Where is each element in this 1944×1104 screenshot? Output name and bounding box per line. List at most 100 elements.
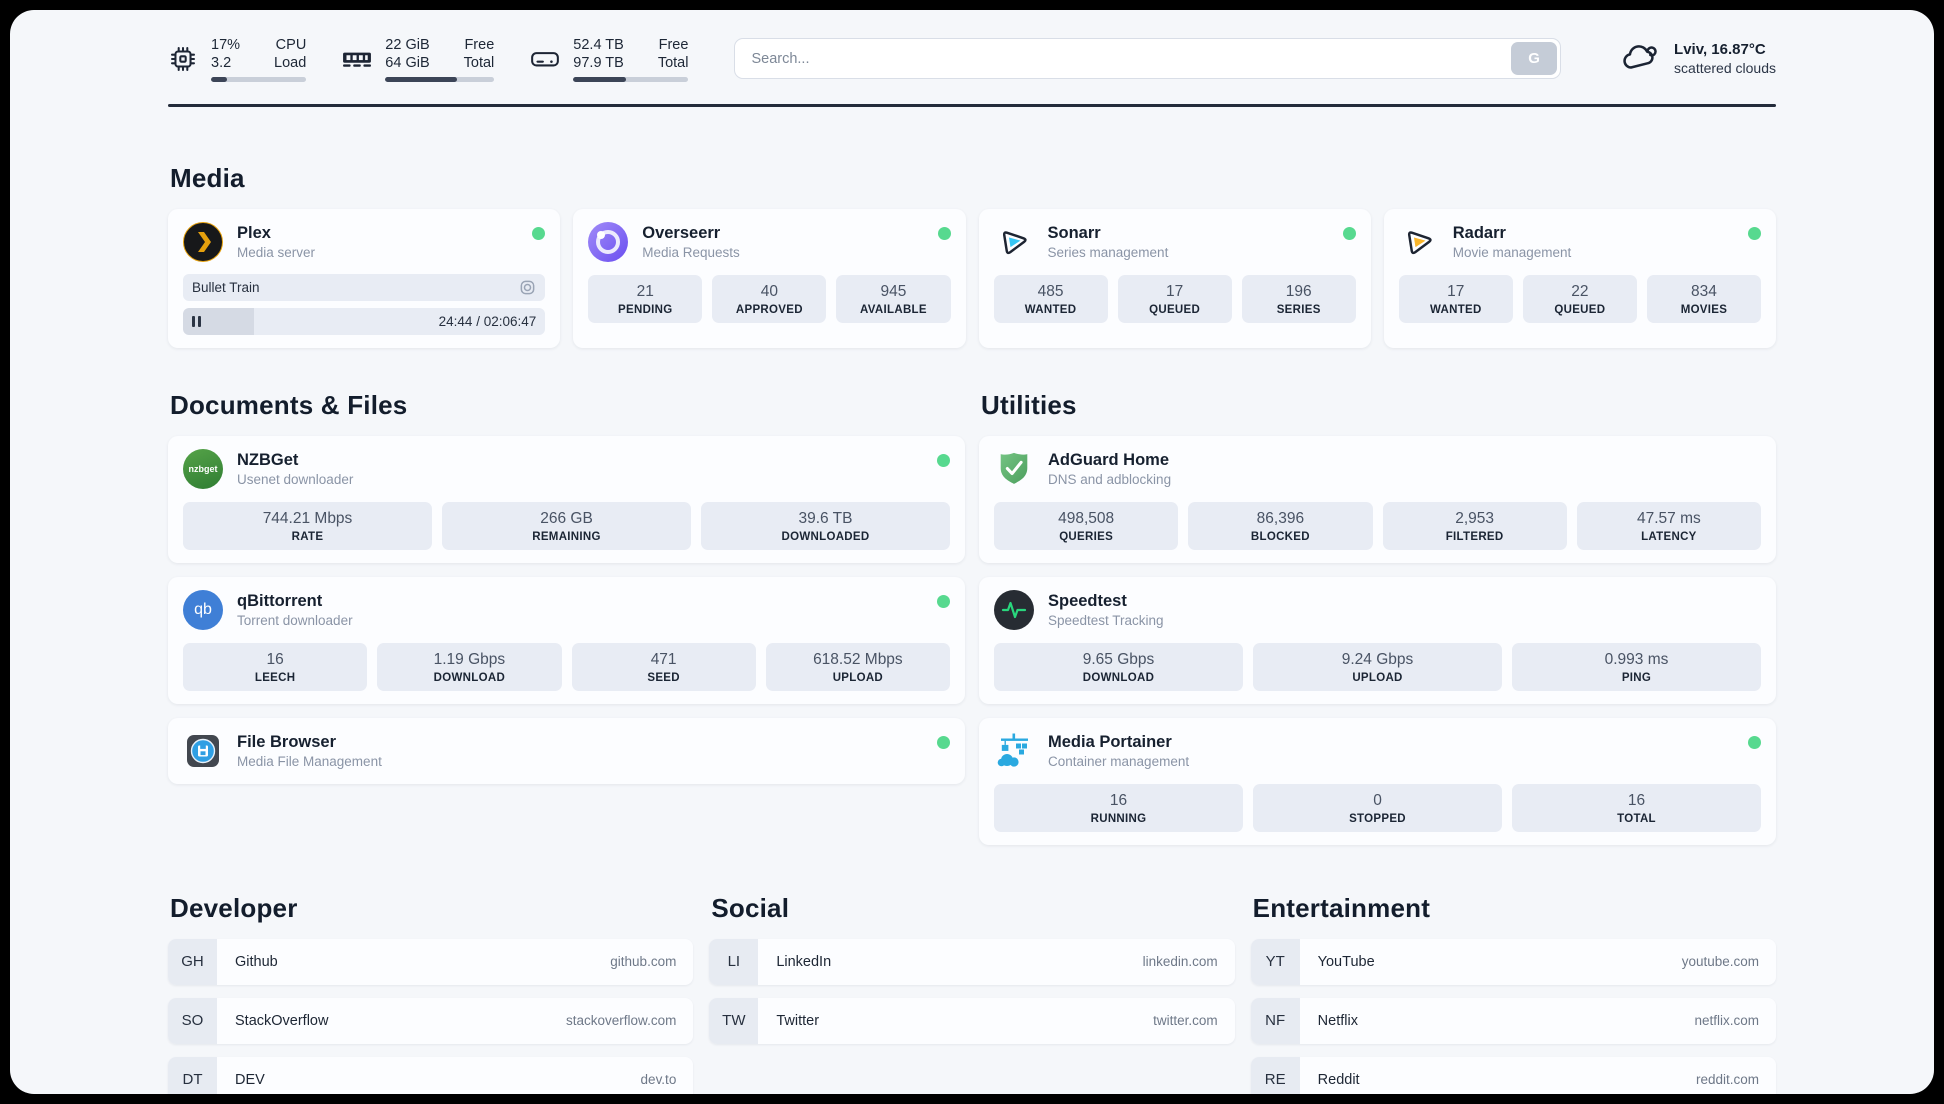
memory-total-label: Total (463, 55, 495, 71)
app-name: Radarr (1452, 223, 1506, 242)
app-card-portainer: Media Portainer Container management 16 R… (979, 717, 1776, 845)
app-link-qbittorrent[interactable]: qb qBittorrent Torrent downloader (183, 589, 950, 630)
stat-box: 0.993 ms PING (1512, 642, 1761, 691)
stat-box: 196 SERIES (1241, 274, 1356, 323)
cpu-load-value: 3.2 (211, 55, 232, 71)
disk-free-value: 52.4 TB (573, 37, 624, 53)
header-divider (168, 103, 1776, 107)
app-name: Plex (237, 223, 271, 242)
stat-box: 266 GB REMAINING (442, 501, 691, 550)
pause-icon[interactable] (192, 315, 201, 327)
stat-box: 2,953 FILTERED (1382, 501, 1567, 550)
app-link-nzbget[interactable]: nzbget NZBGet Usenet downloader (183, 448, 950, 489)
stat-box: 40 APPROVED (712, 274, 827, 323)
disk-widget: 52.4 TB 97.9 TB Free Total (530, 36, 689, 82)
app-name: Sonarr (1047, 223, 1101, 242)
app-name: NZBGet (237, 450, 299, 469)
bookmark-url: stackoverflow.com (566, 1013, 677, 1028)
bookmark-dev[interactable]: DT DEV dev.to (168, 1056, 694, 1094)
sonarr-icon (994, 222, 1034, 262)
app-name: File Browser (237, 732, 337, 751)
bookmark-url: reddit.com (1695, 1072, 1759, 1087)
target-icon[interactable] (519, 279, 536, 296)
app-link-radarr[interactable]: Radarr Movie management (1399, 222, 1761, 262)
bookmark-abbr: RE (1250, 1056, 1300, 1094)
bookmark-youtube[interactable]: YT YouTube youtube.com (1250, 938, 1776, 985)
app-card-adguard: AdGuard Home DNS and adblocking 498,508 Q… (979, 435, 1776, 563)
status-online-dot (937, 453, 950, 467)
bookmark-netflix[interactable]: NF Netflix netflix.com (1250, 997, 1776, 1044)
app-link-overseerr[interactable]: Overseerr Media Requests (588, 221, 951, 262)
app-card-filebrowser: File Browser Media File Management (168, 717, 965, 784)
app-card-nzbget: nzbget NZBGet Usenet downloader 744.21 M… (168, 435, 965, 563)
stat-box: 47.57 ms LATENCY (1576, 501, 1761, 550)
status-online-dot (532, 226, 546, 240)
app-link-speedtest[interactable]: Speedtest Speedtest Tracking (994, 589, 1761, 630)
app-name: Speedtest (1048, 591, 1127, 610)
plex-icon (183, 221, 223, 262)
status-online-dot (937, 735, 950, 749)
app-link-sonarr[interactable]: Sonarr Series management (994, 222, 1356, 262)
stat-box: 9.24 Gbps UPLOAD (1253, 642, 1502, 691)
bookmark-name: Reddit (1317, 1071, 1360, 1088)
stat-box: 834 MOVIES (1646, 274, 1761, 323)
stat-box: 744.21 Mbps RATE (183, 501, 432, 550)
memory-progress-bar (385, 77, 495, 82)
top-bar: 17% 3.2 CPU Load (168, 36, 1776, 82)
section-title-social: Social (711, 892, 790, 923)
now-playing-title: Bullet Train (192, 279, 260, 295)
app-link-portainer[interactable]: Media Portainer Container management (994, 731, 1761, 771)
bookmark-abbr: YT (1250, 938, 1300, 985)
disk-total-value: 97.9 TB (573, 55, 624, 71)
overseerr-icon (588, 221, 629, 262)
speedtest-icon (994, 589, 1034, 630)
search-provider-button[interactable]: G (1511, 42, 1558, 76)
bookmark-github[interactable]: GH Github github.com (168, 938, 694, 985)
bookmark-name: LinkedIn (776, 953, 832, 970)
bookmark-stackoverflow[interactable]: SO StackOverflow stackoverflow.com (168, 997, 694, 1044)
section-title-entertainment: Entertainment (1252, 892, 1431, 923)
bookmark-name: Github (235, 953, 278, 970)
bookmark-url: linkedin.com (1142, 954, 1218, 969)
bookmark-group-social: Social LI LinkedIn linkedin.com TW Twitt… (709, 892, 1235, 1057)
bookmark-abbr: DT (168, 1056, 217, 1094)
bookmark-linkedin[interactable]: LI LinkedIn linkedin.com (709, 938, 1235, 985)
stat-box: 618.52 Mbps UPLOAD (765, 642, 950, 691)
bookmark-abbr: NF (1250, 997, 1300, 1044)
resource-widgets: 17% 3.2 CPU Load (168, 36, 689, 82)
bookmark-url: youtube.com (1681, 954, 1759, 969)
search-bar: G (734, 38, 1562, 80)
section-title-utilities: Utilities (981, 389, 1077, 420)
app-card-radarr: Radarr Movie management 17 WANTED 22 QUEUE… (1383, 208, 1776, 348)
bookmark-name: Twitter (776, 1012, 820, 1029)
stat-box: 0 STOPPED (1253, 783, 1502, 832)
app-link-adguard[interactable]: AdGuard Home DNS and adblocking (994, 449, 1761, 489)
app-description: Series management (1047, 244, 1169, 260)
qbittorrent-icon: qb (183, 589, 223, 630)
memory-widget: 22 GiB 64 GiB Free Total (342, 36, 495, 82)
bookmark-twitter[interactable]: TW Twitter twitter.com (709, 997, 1235, 1044)
disk-progress-bar (573, 77, 689, 82)
bookmark-name: StackOverflow (235, 1012, 329, 1029)
bookmark-reddit[interactable]: RE Reddit reddit.com (1250, 1056, 1776, 1094)
app-link-filebrowser[interactable]: File Browser Media File Management (183, 731, 950, 771)
stat-box: 1.19 Gbps DOWNLOAD (377, 642, 562, 691)
bookmark-name: DEV (235, 1071, 265, 1088)
bookmark-group-developer: Developer GH Github github.com SO StackO… (168, 893, 694, 1094)
bookmark-group-entertainment: Entertainment YT YouTube youtube.com NF … (1250, 892, 1776, 1094)
app-description: Media File Management (237, 753, 382, 769)
app-card-sonarr: Sonarr Series management 485 WANTED 17 QUE… (978, 208, 1371, 348)
bookmark-url: github.com (610, 954, 677, 969)
section-title-documents: Documents & Files (170, 389, 408, 420)
app-name: qBittorrent (237, 591, 323, 610)
playback-progress-bar[interactable]: 24:44 / 02:06:47 (183, 307, 546, 335)
radarr-icon (1399, 222, 1439, 262)
weather-widget[interactable]: Lviv, 16.87°C scattered clouds (1619, 38, 1776, 79)
stat-box: 17 WANTED (1398, 274, 1513, 323)
bookmark-abbr: TW (709, 997, 759, 1044)
cpu-usage-value: 17% (211, 37, 241, 53)
app-description: Media Requests (642, 244, 740, 260)
app-link-plex[interactable]: Plex Media server (183, 221, 546, 262)
cloud-icon (1619, 38, 1661, 79)
search-input[interactable] (734, 38, 1562, 80)
